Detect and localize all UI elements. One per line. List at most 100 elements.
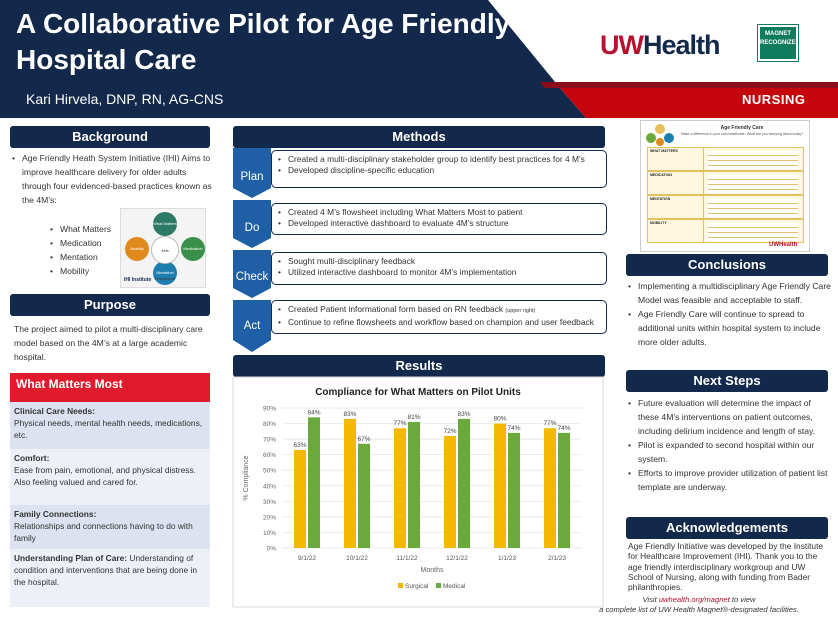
chart-title: Compliance for What Matters on Pilot Uni…: [315, 387, 521, 398]
magnet-logo: MAGNET RECOGNIZED: [757, 24, 800, 62]
data-label: 72%: [443, 428, 456, 435]
magnet-link[interactable]: uwhealth.org/magnet: [658, 595, 730, 604]
bar-medical: [358, 443, 370, 548]
y-tick-label: 30%: [263, 499, 276, 506]
four-ms-diagram: What Matters Medication Mentation Mobili…: [120, 208, 206, 288]
what-matters-most-heading: What Matters Most: [10, 373, 210, 402]
bar-medical: [558, 432, 570, 548]
x-tick-label: 12/1/22: [446, 555, 468, 562]
bar-surgical: [444, 436, 456, 548]
poster-title: A Collaborative Pilot for Age Friendly H…: [16, 8, 511, 75]
step-box-do: Created 4 M’s flowsheet including What M…: [271, 203, 607, 235]
y-tick-label: 50%: [263, 468, 276, 475]
y-axis-title: % Compliance: [243, 455, 250, 500]
step-box-check: Sought multi-disciplinary feedback Utili…: [271, 252, 607, 285]
nursing-label: NURSING: [742, 92, 806, 107]
check-item: Sought multi-disciplinary feedback: [276, 256, 600, 267]
background-heading: Background: [10, 126, 210, 148]
x-axis-title: Months: [421, 567, 444, 574]
conclusion-item: Implementing a multidisciplinary Age Fri…: [626, 279, 831, 307]
wmm-comfort: Comfort: Ease from pain, emotional, and p…: [10, 449, 210, 505]
m-what-matters: What Matters: [48, 222, 128, 236]
wmm-clinical: Clinical Care Needs: Physical needs, ment…: [10, 402, 210, 449]
y-tick-label: 90%: [263, 406, 276, 413]
do-item: Developed interactive dashboard to evalu…: [276, 218, 600, 229]
bar-medical: [408, 422, 420, 548]
y-tick-label: 0%: [267, 546, 277, 553]
ihi-logo: IHI Institute: [124, 277, 152, 283]
pdca-arrows: [233, 148, 271, 352]
background-bullet: Age Friendly Heath System Initiative (IH…: [10, 151, 215, 207]
four-ms-list: What Matters Medication Mentation Mobili…: [48, 222, 128, 278]
wmm-plan-of-care: Understanding Plan of Care: Understandin…: [10, 549, 210, 607]
bar-surgical: [294, 450, 306, 548]
plan-item: Developed discipline-specific education: [276, 165, 600, 176]
acknowledgements-text: Age Friendly Initiative was developed by…: [628, 541, 824, 593]
header-banner: [0, 0, 838, 118]
x-tick-label: 2/1/23: [548, 555, 566, 562]
y-tick-label: 80%: [263, 421, 276, 428]
diagram-mobility: Mobility: [125, 237, 149, 261]
form-4ms-icon: [646, 124, 674, 146]
bar-medical: [458, 418, 470, 548]
legend-swatch: [398, 583, 403, 588]
plan-item: Created a multi-disciplinary stakeholder…: [276, 154, 600, 165]
bar-surgical: [344, 418, 356, 548]
act-item: Continue to refine flowsheets and workfl…: [276, 317, 600, 328]
methods-heading: Methods: [233, 126, 605, 148]
next-steps-heading: Next Steps: [626, 370, 828, 392]
y-tick-label: 40%: [263, 483, 276, 490]
x-tick-label: 1/1/23: [498, 555, 516, 562]
diagram-center: 4Ms Framework: [151, 236, 179, 281]
results-heading: Results: [233, 355, 605, 377]
form-logo: UWHealth: [769, 242, 798, 248]
do-item: Created 4 M’s flowsheet including What M…: [276, 207, 600, 218]
data-label: 74%: [557, 425, 570, 432]
wmm-family: Family Connections: Relationships and con…: [10, 505, 210, 549]
x-tick-label: 10/1/22: [346, 555, 368, 562]
y-tick-label: 10%: [263, 530, 276, 537]
step-label-act: Act: [243, 320, 261, 332]
conclusions-list: Implementing a multidisciplinary Age Fri…: [626, 279, 831, 349]
legend-label: Surgical: [405, 583, 429, 590]
form-section: WHAT MATTERS: [647, 147, 804, 171]
m-mentation: Mentation: [48, 250, 128, 264]
m-mobility: Mobility: [48, 264, 128, 278]
bar-medical: [508, 432, 520, 548]
compliance-chart: 0% 10% 20% 30% 40% 50% 60% 70% 80% 90% 63% 84% 9/1/2…: [232, 376, 604, 608]
step-box-act: Created Patient informational form based…: [271, 300, 607, 334]
purpose-text: The project aimed to pilot a multi-disci…: [14, 324, 203, 362]
data-label: 80%: [493, 416, 506, 423]
y-tick-label: 70%: [263, 437, 276, 444]
data-label: 83%: [457, 411, 470, 418]
diagram-what-matters: What Matters: [153, 212, 177, 236]
purpose-heading: Purpose: [10, 294, 210, 316]
magnet-visit-note: Visit uwhealth.org/magnet to view a comp…: [599, 595, 799, 614]
legend-label: Medical: [443, 583, 466, 590]
m-medication: Medication: [48, 236, 128, 250]
form-subtitle: Make a difference in your own healthcare…: [680, 132, 804, 136]
bar-surgical: [394, 428, 406, 548]
background-text: Age Friendly Heath System Initiative (IH…: [10, 151, 215, 207]
data-label: 74%: [507, 425, 520, 432]
poster-author: Kari Hirvela, DNP, RN, AG-CNS: [26, 91, 224, 107]
step-label-do: Do: [244, 222, 260, 234]
form-title: Age Friendly Care: [720, 125, 764, 131]
diagram-mentation: Mentation: [153, 261, 177, 285]
form-section: MENTATION: [647, 195, 804, 219]
data-label: 81%: [407, 414, 420, 421]
bar-medical: [308, 417, 320, 548]
conclusions-heading: Conclusions: [626, 254, 828, 276]
form-section: MEDICATION: [647, 171, 804, 195]
diagram-medication: Medication: [181, 237, 205, 261]
next-steps-list: Future evaluation will determine the imp…: [626, 396, 831, 494]
conclusion-item: Age Friendly Care will continue to sprea…: [626, 307, 831, 349]
bar-surgical: [544, 428, 556, 548]
data-label: 77%: [543, 420, 556, 427]
data-label: 63%: [293, 442, 306, 449]
step-label-plan: Plan: [240, 171, 264, 183]
next-step-item: Pilot is expanded to second hospital wit…: [626, 438, 831, 466]
bar-surgical: [494, 423, 506, 548]
x-tick-label: 9/1/22: [298, 555, 316, 562]
data-label: 84%: [307, 409, 320, 416]
